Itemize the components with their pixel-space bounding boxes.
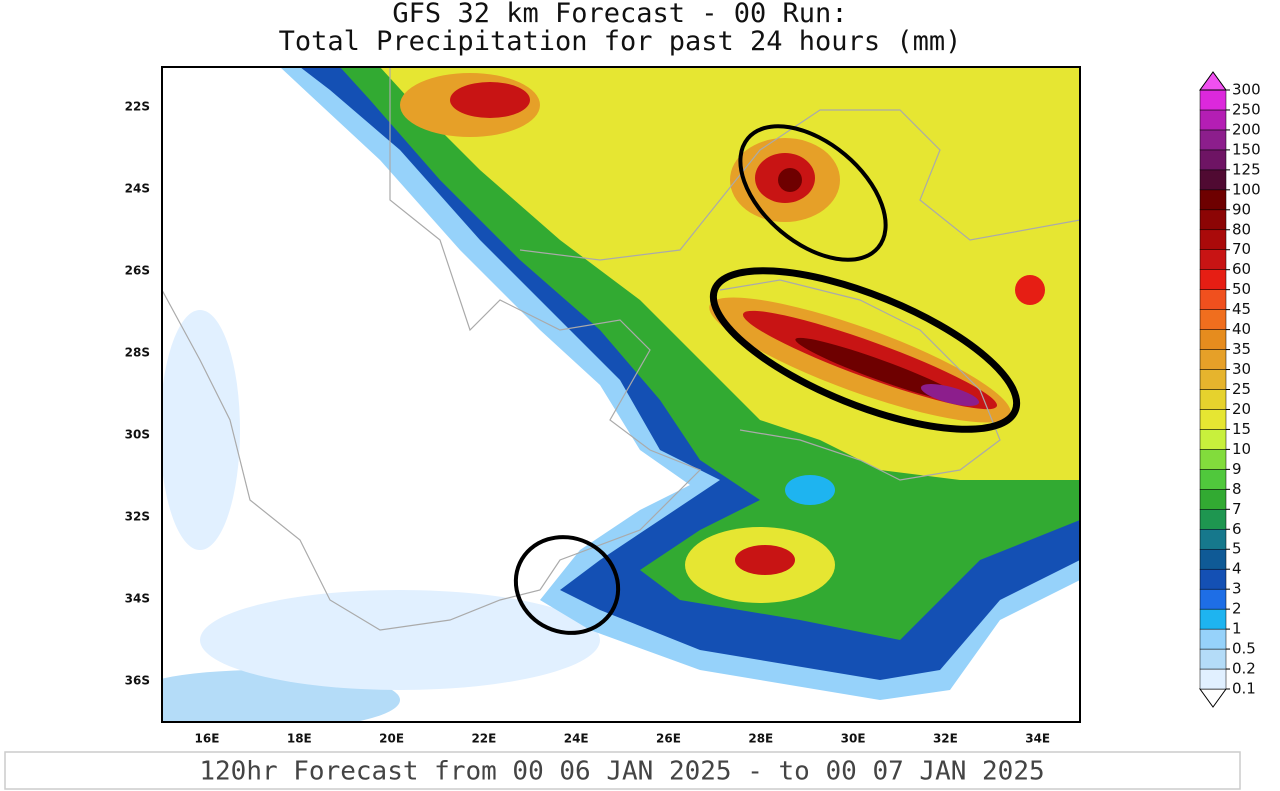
colorbar-swatch — [1199, 409, 1227, 430]
lon-label: 30E — [841, 732, 866, 746]
title: GFS 32 km Forecast - 00 Run: — [392, 0, 847, 29]
lon-label: 26E — [656, 732, 681, 746]
colorbar-label: 10 — [1232, 440, 1251, 458]
colorbar-swatch — [1199, 129, 1227, 151]
colorbar-label: 0.2 — [1232, 660, 1256, 678]
colorbar-label: 0.5 — [1232, 640, 1256, 658]
colorbar-label: 30 — [1232, 360, 1251, 378]
lon-label: 34E — [1025, 732, 1050, 746]
map — [162, 67, 1080, 722]
colorbar-swatch — [1199, 89, 1227, 111]
colorbar-label: 50 — [1232, 280, 1251, 298]
colorbar-swatch — [1199, 369, 1227, 390]
colorbar-swatch — [1199, 169, 1227, 191]
footer: 120hr Forecast from 00 06 JAN 2025 - to … — [199, 757, 1044, 787]
colorbar-end — [1199, 688, 1227, 708]
lat-label: 26S — [125, 264, 150, 278]
colorbar-swatch — [1199, 588, 1227, 610]
colorbar-label: 60 — [1232, 260, 1251, 278]
colorbar-swatch — [1199, 429, 1227, 450]
colorbar-label: 150 — [1232, 140, 1261, 158]
colorbar-end — [1199, 71, 1227, 91]
colorbar-swatch — [1199, 568, 1227, 590]
lat-label: 30S — [125, 428, 150, 442]
colorbar-swatch — [1199, 269, 1227, 290]
colorbar-swatch — [1199, 289, 1227, 310]
lon-label: 32E — [933, 732, 958, 746]
colorbar-label: 35 — [1232, 340, 1251, 358]
colorbar-swatch — [1199, 489, 1227, 510]
lon-label: 16E — [195, 732, 220, 746]
lon-label: 20E — [379, 732, 404, 746]
colorbar-swatch — [1199, 648, 1227, 670]
colorbar-label: 2 — [1232, 600, 1242, 618]
lon-label: 18E — [287, 732, 312, 746]
subtitle: Total Precipitation for past 24 hours (m… — [279, 26, 962, 57]
colorbar-swatch — [1199, 449, 1227, 470]
colorbar-label: 3 — [1232, 580, 1242, 598]
colorbar-label: 45 — [1232, 300, 1251, 318]
colorbar-label: 300 — [1232, 81, 1261, 99]
colorbar-swatch — [1199, 469, 1227, 490]
colorbar-swatch — [1199, 229, 1227, 250]
colorbar-label: 6 — [1232, 520, 1242, 538]
lon-label: 28E — [748, 732, 773, 746]
colorbar-swatch — [1199, 109, 1227, 131]
colorbar-swatch — [1199, 349, 1227, 370]
lat-label: 32S — [125, 510, 150, 524]
colorbar-swatch — [1199, 309, 1227, 330]
colorbar-label: 100 — [1232, 180, 1261, 198]
lat-label: 22S — [125, 100, 150, 114]
lon-label: 22E — [471, 732, 496, 746]
colorbar-label: 250 — [1232, 100, 1261, 118]
colorbar-swatch — [1199, 329, 1227, 350]
lat-label: 24S — [125, 182, 150, 196]
colorbar-label: 25 — [1232, 380, 1251, 398]
colorbar-label: 1 — [1232, 620, 1242, 638]
colorbar-label: 0.1 — [1232, 680, 1256, 698]
footer-box — [4, 751, 1241, 790]
colorbar-label: 90 — [1232, 200, 1251, 218]
colorbar-swatch — [1199, 548, 1227, 570]
colorbar-swatch — [1199, 529, 1227, 550]
colorbar-label: 40 — [1232, 320, 1251, 338]
highlight-ellipse — [513, 535, 621, 635]
colorbar-label: 8 — [1232, 480, 1242, 498]
colorbar-label: 7 — [1232, 500, 1242, 518]
colorbar-label: 125 — [1232, 160, 1261, 178]
highlight-ellipse — [738, 124, 888, 262]
colorbar-swatch — [1199, 509, 1227, 530]
colorbar-swatch — [1199, 149, 1227, 171]
colorbar-label: 20 — [1232, 400, 1251, 418]
colorbar-label: 70 — [1232, 240, 1251, 258]
colorbar-label: 80 — [1232, 220, 1251, 238]
colorbar-swatch — [1199, 668, 1227, 690]
colorbar-label: 15 — [1232, 420, 1251, 438]
lat-label: 36S — [125, 674, 150, 688]
lon-label: 24E — [564, 732, 589, 746]
colorbar-swatch — [1199, 628, 1227, 650]
lat-label: 34S — [125, 592, 150, 606]
colorbar-label: 5 — [1232, 540, 1242, 558]
colorbar-swatch — [1199, 249, 1227, 270]
colorbar-label: 9 — [1232, 460, 1242, 478]
highlight-ellipse — [709, 267, 1021, 433]
colorbar-label: 4 — [1232, 560, 1242, 578]
colorbar-swatch — [1199, 209, 1227, 231]
colorbar-swatch — [1199, 608, 1227, 630]
map-frame — [161, 66, 1081, 723]
colorbar-swatch — [1199, 189, 1227, 211]
colorbar-label: 200 — [1232, 120, 1261, 138]
colorbar-swatch — [1199, 389, 1227, 410]
lat-label: 28S — [125, 346, 150, 360]
